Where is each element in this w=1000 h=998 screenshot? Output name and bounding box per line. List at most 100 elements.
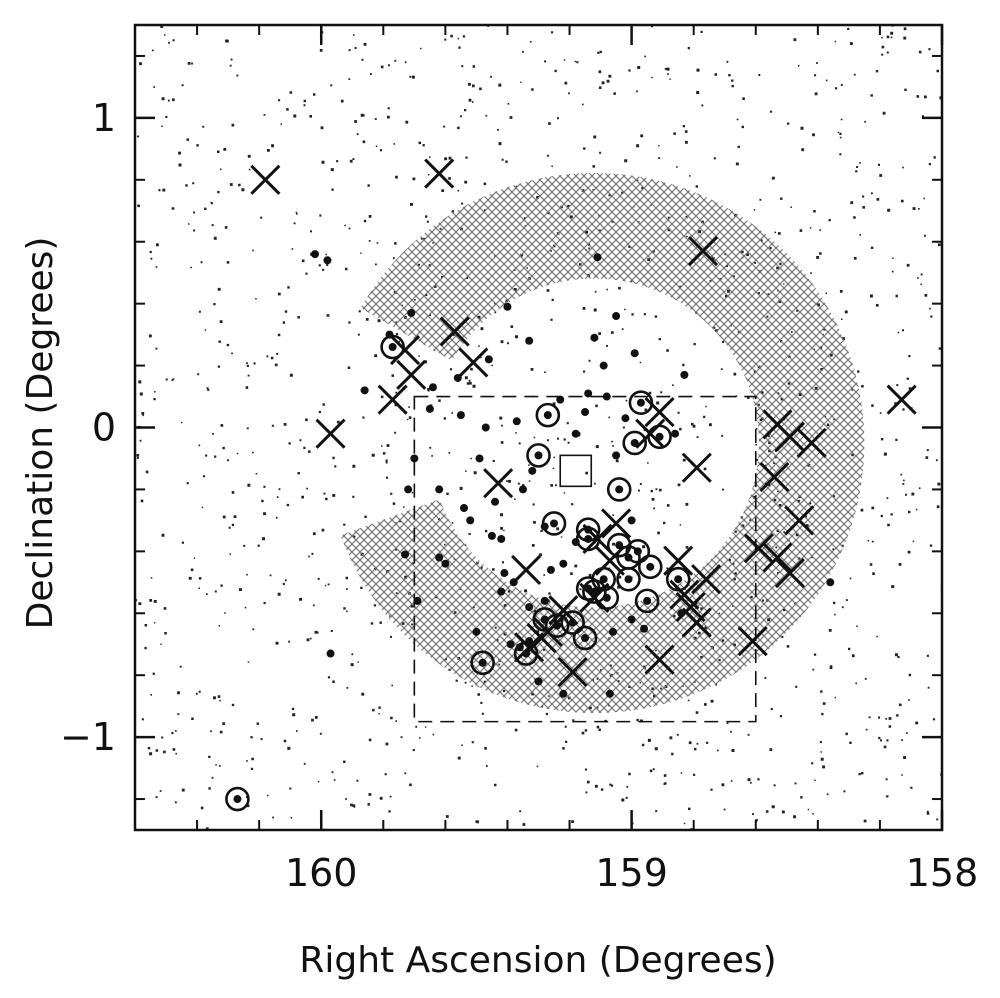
dot-point	[435, 485, 444, 494]
dot-point	[456, 411, 465, 420]
dot-point	[540, 522, 549, 531]
dot-point	[487, 531, 496, 540]
cross-point	[483, 468, 514, 499]
cross-point	[691, 564, 722, 595]
dot-point	[491, 497, 500, 506]
cross-point	[681, 452, 712, 483]
dot-point	[581, 408, 590, 417]
cross-point	[784, 505, 815, 536]
dot-point	[640, 624, 649, 633]
dot-point	[506, 640, 515, 649]
y-tick-label: −1	[60, 715, 116, 759]
x-axis-label: Right Ascension (Degrees)	[299, 940, 776, 981]
dot-point	[385, 330, 394, 339]
dot-point	[500, 569, 509, 578]
cross-point	[439, 316, 470, 347]
dot-point	[612, 451, 621, 460]
circled-dot-point	[535, 402, 561, 428]
dot-point	[326, 649, 335, 658]
dot-point	[497, 534, 506, 543]
cross-point	[458, 347, 489, 378]
dot-point	[453, 373, 462, 382]
cross-point	[886, 384, 917, 415]
cross-point	[737, 626, 768, 657]
dot-point	[435, 553, 444, 562]
cross-point	[644, 644, 675, 675]
cross-point	[774, 557, 805, 589]
cross-point	[681, 607, 712, 638]
dot-point	[512, 417, 521, 426]
hatched-survey-region	[135, 25, 942, 830]
circled-dot-point	[628, 390, 654, 416]
cross-point	[759, 461, 790, 493]
dot-point	[534, 677, 543, 686]
dot-point	[428, 383, 437, 392]
dot-point	[680, 370, 689, 379]
dot-point	[528, 466, 537, 475]
circled-dot-point	[560, 610, 585, 635]
dot-point	[571, 429, 580, 438]
cross-point	[424, 158, 455, 189]
circled-dot-point	[622, 430, 648, 456]
dot-point	[404, 485, 413, 494]
circled-dot-point	[526, 443, 551, 468]
dot-point	[425, 404, 434, 413]
dot-point	[677, 609, 686, 618]
dot-point	[590, 333, 599, 342]
dot-point	[518, 485, 527, 494]
dot-point	[608, 627, 617, 636]
dot-point	[503, 302, 512, 311]
dot-point	[410, 454, 419, 463]
dashed-field-box	[413, 395, 757, 723]
dot-point	[559, 689, 568, 698]
dot-point	[460, 504, 469, 512]
cross-point	[774, 421, 805, 452]
dot-point	[571, 538, 580, 547]
circled-dot-point	[225, 786, 250, 812]
dot-point	[441, 559, 450, 568]
minor-ticks	[134, 25, 942, 830]
x-tick-label: 159	[595, 851, 668, 895]
dot-point	[556, 395, 565, 404]
dot-point	[826, 578, 835, 587]
cross-point	[514, 632, 545, 663]
dot-point	[525, 336, 534, 345]
cross-point	[377, 384, 408, 415]
cross-point	[250, 164, 281, 195]
dot-point	[407, 308, 416, 317]
dot-point	[323, 256, 332, 265]
dot-point	[497, 587, 506, 596]
y-axis-label: Declination (Degrees)	[20, 237, 61, 630]
dot-point	[671, 429, 680, 438]
circled-dot-point	[665, 566, 691, 592]
dot-point	[360, 386, 369, 395]
circled-dot-point	[606, 477, 632, 502]
cross-point	[743, 533, 774, 564]
cross-point	[315, 418, 346, 449]
cross-point	[762, 542, 793, 573]
circled-dot-point	[647, 424, 672, 450]
dot-point	[525, 603, 534, 612]
center-marker-box	[559, 454, 593, 488]
y-tick-label: 0	[92, 406, 116, 450]
cross-point	[557, 657, 588, 688]
cross-point	[687, 235, 719, 267]
circled-dot-point	[572, 625, 598, 651]
dot-point	[525, 637, 534, 646]
circled-dot-point	[634, 588, 660, 614]
cross-point	[796, 427, 827, 459]
dot-point	[484, 355, 493, 364]
cross-point	[644, 396, 675, 428]
dot-point	[602, 392, 611, 401]
dot-point	[627, 615, 636, 624]
dot-point	[466, 516, 475, 525]
dot-point	[413, 596, 422, 605]
circled-dot-point	[637, 554, 663, 580]
dot-point	[401, 550, 410, 559]
dot-point	[515, 643, 524, 652]
dot-point	[509, 578, 518, 587]
data-points	[225, 158, 917, 812]
dot-point	[593, 253, 602, 262]
dot-point	[475, 454, 484, 463]
